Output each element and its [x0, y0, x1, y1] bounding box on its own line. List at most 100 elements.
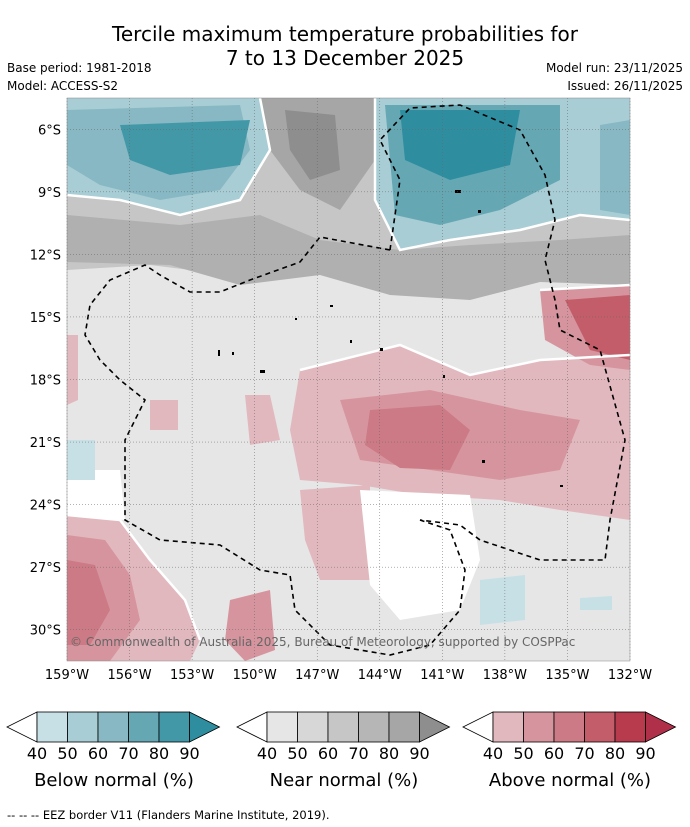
colorbar-segment [584, 711, 616, 743]
colorbar-tick-label: 70 [348, 744, 369, 763]
near-normal-40-strip [67, 300, 630, 370]
colorbar-segment [327, 711, 359, 743]
colorbar-segment [388, 711, 420, 743]
above-normal-contour [299, 343, 630, 377]
colorbar-max-arrow [645, 711, 677, 743]
colorbar-max-arrow [189, 711, 221, 743]
lat-tick-label: 30°S [30, 624, 61, 639]
colorbar-segment [553, 711, 585, 743]
lat-tick-label: 21°S [30, 436, 61, 451]
islands [218, 190, 563, 487]
meta-right: Model run: 23/11/2025 Issued: 26/11/2025 [546, 59, 683, 95]
island-12 [560, 485, 563, 487]
lat-tick-label: 24°S [30, 499, 61, 514]
near-normal-90-region [285, 110, 340, 180]
colorbar-tick-label: 60 [87, 744, 109, 763]
probability-map: © Commonwealth of Australia 2025, Bureau… [30, 97, 652, 683]
island-4 [330, 305, 333, 307]
island-9 [443, 375, 445, 378]
map-title: Tercile maximum temperature probabilitie… [0, 22, 690, 70]
above-normal-south-patch [225, 590, 275, 661]
near-normal-70-region [67, 215, 630, 300]
colorbar-tick-label: 50 [57, 744, 78, 763]
model-name: Model: ACCESS-S2 [7, 79, 119, 93]
copyright-notice: © Commonwealth of Australia 2025, Bureau… [70, 635, 575, 649]
lat-tick-label: 27°S [30, 561, 61, 576]
lon-tick-label: 141°W [420, 668, 464, 683]
colorbar-tick-label: 90 [179, 744, 200, 763]
eez-border-east [379, 104, 626, 561]
lat-tick-label: 18°S [30, 374, 61, 389]
colorbar-near-normal [236, 711, 451, 743]
colorbar-segment [523, 711, 555, 743]
lon-tick-label: 138°W [483, 668, 527, 683]
lon-tick-label: 153°W [170, 668, 214, 683]
above-normal-east-70 [565, 295, 630, 360]
colorbar-tick-label: 40 [26, 744, 48, 763]
below-normal-contour-nw [67, 98, 272, 217]
longitude-labels: 159°W 156°W 153°W 150°W 147°W 144°W 141°W 138°W… [45, 668, 652, 683]
colorbar-tick-label: 90 [409, 744, 430, 763]
latitude-labels: 6°S 9°S 12°S 15°S 18°S 21°S 24°S 27°S 30°S [30, 123, 61, 638]
issued-date: Issued: 26/11/2025 [567, 79, 683, 93]
colorbar-min-arrow [462, 711, 494, 743]
island-6 [380, 348, 383, 351]
above-normal-south-central [300, 485, 370, 580]
island-5 [350, 340, 352, 343]
colorbar-tick-label: 80 [378, 744, 400, 763]
below-normal-ne-90 [400, 110, 520, 180]
lon-tick-label: 159°W [45, 668, 89, 683]
colorbar-tick-label: 40 [256, 744, 278, 763]
island-2 [232, 352, 234, 355]
below-normal-east-60 [600, 120, 630, 215]
island-8 [478, 210, 481, 213]
island-11 [482, 460, 485, 463]
colorbar-min-arrow [6, 711, 38, 743]
colorbar-min-arrow [236, 711, 268, 743]
base-period: Base period: 1981-2018 [7, 61, 152, 75]
colorbar-segment [67, 711, 99, 743]
above-normal-patch-1 [245, 395, 280, 445]
island-7 [455, 190, 461, 193]
colorbar-max-arrow [419, 711, 451, 743]
no-dominant-west [67, 470, 125, 520]
colorbar-segment [297, 711, 329, 743]
eez-borders [84, 104, 626, 656]
colorbar-tick-label: 80 [604, 744, 626, 763]
no-dominant-region [360, 490, 480, 620]
below-normal-west-patch [67, 440, 95, 480]
below-normal-contour-ne [373, 98, 630, 252]
model-run: Model run: 23/11/2025 [545, 61, 683, 75]
eez-border-west [84, 236, 466, 656]
colorbar-tick-label: 40 [482, 744, 504, 763]
below-normal-label: Below normal (%) [34, 770, 194, 791]
colorbar-above-normal [462, 711, 677, 743]
colorbar-below-normal [6, 711, 221, 743]
lon-tick-label: 144°W [358, 668, 402, 683]
colorbar-segment [614, 711, 646, 743]
colorbar-segment [128, 711, 160, 743]
colorbar-segment [492, 711, 524, 743]
lon-tick-label: 135°W [545, 668, 589, 683]
colorbar-tick-label: 80 [148, 744, 170, 763]
colorbar-segment [158, 711, 190, 743]
above-normal-patch-2 [150, 400, 178, 430]
colorbar-tick-label: 60 [317, 744, 339, 763]
below-normal-south-patch [480, 575, 525, 625]
title-line-2: 7 to 13 December 2025 [225, 46, 465, 70]
colorbar-tick-label: 90 [635, 744, 656, 763]
colorbar-tick-label: 70 [118, 744, 139, 763]
above-normal-label: Above normal (%) [488, 770, 652, 791]
lon-tick-label: 147°W [295, 668, 339, 683]
map-frame [66, 97, 631, 662]
above-normal-west-edge [67, 335, 78, 405]
eez-footnote: -- -- -- EEZ border V11 (Flanders Marine… [7, 808, 330, 822]
lon-tick-label: 150°W [233, 668, 277, 683]
below-normal-south-patch-2 [580, 596, 612, 610]
above-normal-sw-60 [67, 560, 110, 645]
colorbar-tick-label: 50 [513, 744, 534, 763]
above-normal-contour-sw [67, 513, 202, 641]
lat-tick-label: 15°S [30, 311, 61, 326]
below-normal-nw-80 [120, 120, 250, 175]
colorbar-segment [97, 711, 129, 743]
